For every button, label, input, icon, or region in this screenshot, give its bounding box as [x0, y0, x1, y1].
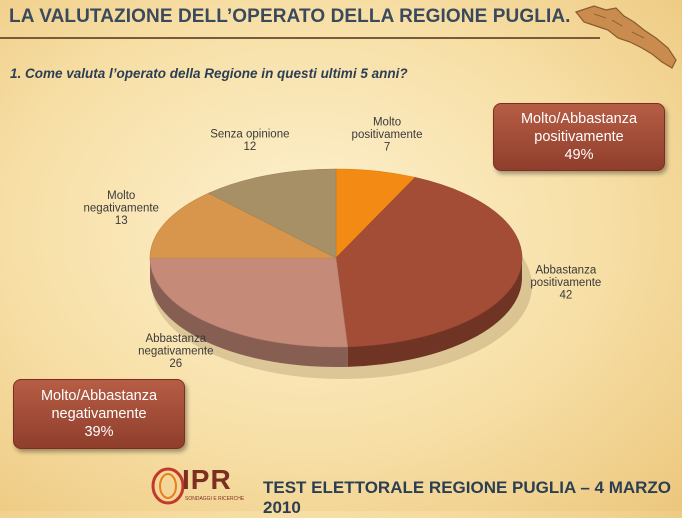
pie-slice-value-3: 13 — [115, 215, 128, 227]
footer-title: TEST ELETTORALE REGIONE PUGLIA – 4 MARZO… — [263, 478, 672, 517]
negative-callout-line1: Molto/Abbastanza — [40, 388, 158, 404]
positive-callout-value: 49% — [564, 147, 594, 163]
positive-callout-line2: positivamente — [534, 129, 624, 145]
pie-slice-side-2 — [150, 258, 348, 367]
ipr-logo-text: IPR — [182, 464, 232, 495]
page-title: LA VALUTAZIONE DELL’OPERATO DELLA REGION… — [9, 6, 571, 27]
question-text: 1. Come valuta l’operato della Regione i… — [10, 66, 408, 81]
pie-slice-value-4: 12 — [243, 141, 256, 153]
pie-slice-label-2: negativamente — [138, 346, 213, 358]
pie-slice-label-4: Senza opinione — [210, 129, 289, 141]
pie-slice-value-2: 26 — [169, 358, 182, 370]
pie-slice-label-2: Abbastanza — [145, 333, 206, 345]
title-rule — [0, 37, 600, 39]
pie-slice-label-0: positivamente — [352, 129, 423, 141]
positive-callout-line1: Molto/Abbastanza — [520, 111, 638, 127]
pie-slice-label-1: positivamente — [530, 277, 601, 289]
pie-slice-label-3: Molto — [107, 190, 135, 202]
pie-slice-4 — [207, 168, 337, 259]
pie-slice-value-0: 7 — [384, 142, 390, 154]
positive-summary-callout: Molto/Abbastanza positivamente 49% — [493, 103, 665, 171]
negative-summary-callout: Molto/Abbastanza negativamente 39% — [13, 379, 185, 449]
puglia-map-icon — [574, 5, 677, 69]
pie-slice-3 — [149, 192, 337, 259]
ipr-logo-icon — [151, 467, 185, 505]
negative-callout-value: 39% — [84, 424, 114, 440]
negative-callout-line2: negativamente — [51, 406, 147, 422]
pie-slice-label-0: Molto — [373, 117, 401, 129]
pie-slice-label-1: Abbastanza — [535, 264, 596, 276]
ipr-logo-subtitle: SONDAGGI E RICERCHE — [185, 496, 245, 502]
pie-slice-2 — [149, 257, 349, 348]
pie-slice-1 — [335, 177, 523, 348]
pie-slice-value-1: 42 — [559, 289, 572, 301]
pie-slice-side-1 — [347, 258, 522, 367]
pie-slice-label-3: negativamente — [84, 203, 159, 215]
